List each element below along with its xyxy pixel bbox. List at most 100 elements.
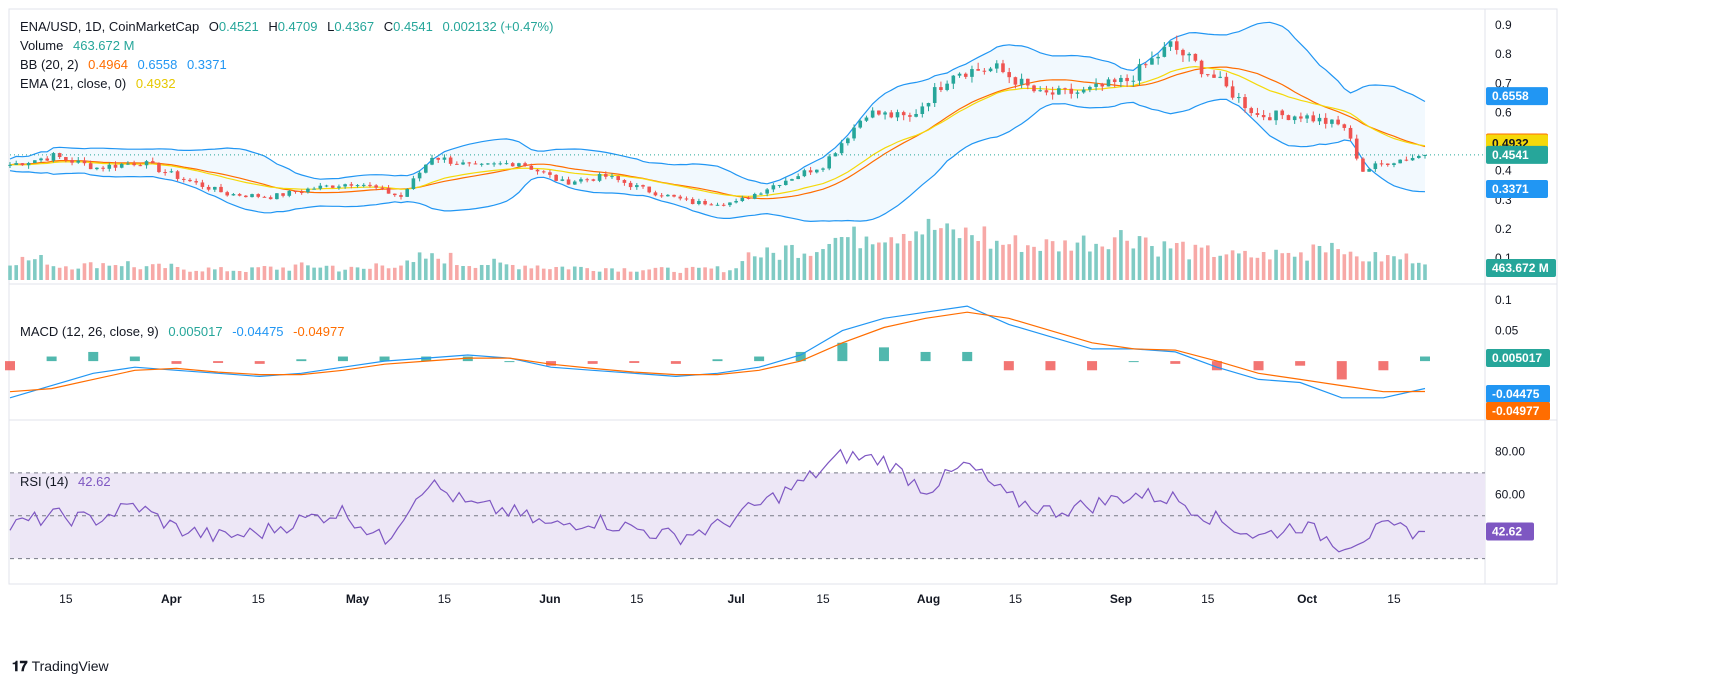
- candle-body: [976, 69, 980, 71]
- candle-body: [1162, 46, 1167, 57]
- volume-bar: [1205, 245, 1210, 280]
- volume-bar: [771, 252, 776, 280]
- volume-bar: [697, 267, 701, 280]
- volume-bar: [889, 237, 894, 280]
- rsi-legend[interactable]: RSI (14) 42.62: [20, 472, 117, 491]
- candle-body: [368, 184, 372, 186]
- candle-body: [666, 194, 670, 197]
- candle-body: [1193, 53, 1198, 61]
- candle-body: [181, 178, 186, 180]
- candle-body: [703, 200, 707, 205]
- volume-bar: [492, 258, 496, 280]
- volume-bar: [368, 268, 372, 280]
- volume-bar: [436, 258, 441, 280]
- macd-histogram-bar: [1211, 361, 1222, 371]
- volume-bar: [1063, 240, 1067, 280]
- candle-body: [1268, 117, 1272, 121]
- candle-body: [597, 174, 602, 181]
- volume-bar: [337, 271, 341, 280]
- candle-body: [839, 143, 844, 154]
- x-axis-tick: Oct: [1297, 592, 1317, 606]
- tradingview-logo[interactable]: 𝟏𝟕 TradingView: [12, 658, 109, 675]
- macd-legend[interactable]: MACD (12, 26, close, 9) 0.005017 -0.0447…: [20, 322, 350, 341]
- volume-bar: [194, 270, 198, 280]
- macd-hist-value: 0.005017: [168, 324, 223, 339]
- volume-bar: [597, 271, 602, 280]
- volume-bar: [827, 243, 832, 280]
- candle-body: [1106, 79, 1111, 87]
- x-axis-tick: 15: [438, 592, 452, 606]
- volume-bar: [821, 249, 825, 280]
- volume-bar: [566, 269, 571, 280]
- candle-body: [870, 110, 875, 118]
- bb-lower-line: [9, 98, 1426, 223]
- volume-bar: [1162, 241, 1167, 280]
- candle-body: [1299, 116, 1303, 119]
- ema-legend[interactable]: EMA (21, close, 0) 0.4932: [20, 74, 182, 93]
- macd-histogram-bar: [1128, 361, 1139, 363]
- volume-bar: [355, 267, 360, 280]
- candle-body: [448, 157, 453, 164]
- candle-body: [231, 194, 236, 196]
- candle-body: [858, 120, 863, 128]
- volume-bar: [262, 266, 267, 280]
- ema-line: [9, 65, 1426, 197]
- x-axis-tick: 15: [1009, 592, 1023, 606]
- candle-body: [1205, 74, 1210, 76]
- candle-body: [250, 194, 254, 198]
- candle-body: [349, 184, 354, 186]
- candle-body: [33, 160, 37, 163]
- candle-body: [1013, 77, 1018, 85]
- volume-bar: [1385, 255, 1390, 280]
- volume-bar: [523, 265, 527, 280]
- volume-bar: [1174, 243, 1179, 280]
- candle-body: [287, 190, 292, 196]
- x-axis-tick: May: [346, 592, 370, 606]
- volume-bar: [1392, 256, 1396, 280]
- candle-body: [554, 174, 558, 181]
- candle-body: [1261, 115, 1266, 118]
- candle-body: [1423, 154, 1427, 156]
- candle-body: [312, 188, 316, 190]
- volume-bar: [299, 262, 304, 280]
- volume-bar: [740, 261, 745, 280]
- candle-body: [628, 182, 633, 188]
- volume-bar: [1181, 241, 1185, 280]
- candle-body: [541, 171, 546, 173]
- volume-bar: [1106, 249, 1111, 280]
- candle-body: [386, 187, 391, 194]
- candle-body: [1361, 158, 1365, 172]
- candle-body: [709, 204, 714, 206]
- candle-body: [82, 160, 87, 164]
- volume-bar: [585, 268, 589, 280]
- volume-bar: [1119, 230, 1123, 280]
- bb-fill: [10, 22, 1425, 222]
- high-label: H: [268, 19, 278, 34]
- candle-body: [126, 163, 130, 165]
- macd-line: [9, 305, 1426, 399]
- macd-histogram-bar: [1003, 361, 1014, 371]
- volume-legend[interactable]: Volume 463.672 M: [20, 36, 140, 55]
- volume-bar: [963, 227, 968, 280]
- candle-body: [244, 195, 248, 198]
- volume-bar: [1125, 240, 1129, 280]
- volume-bar: [256, 267, 261, 280]
- volume-bar: [666, 267, 670, 280]
- volume-bar: [852, 226, 856, 280]
- volume-bar: [994, 240, 999, 280]
- volume-bar: [517, 269, 521, 280]
- candle-body: [1404, 159, 1409, 161]
- macd-axis-tick: 0.1: [1495, 293, 1512, 307]
- volume-bar: [641, 270, 645, 280]
- symbol-title: ENA/USD, 1D, CoinMarketCap: [20, 19, 200, 34]
- candle-body: [1026, 78, 1030, 86]
- volume-bar: [1342, 254, 1347, 280]
- candle-body: [1224, 76, 1229, 87]
- bb-legend[interactable]: BB (20, 2) 0.4964 0.6558 0.3371: [20, 55, 233, 74]
- candle-body: [802, 170, 807, 177]
- candle-body: [877, 110, 881, 115]
- candle-body: [64, 157, 68, 161]
- candle-body: [790, 179, 794, 181]
- macd-histogram-bar: [546, 361, 557, 366]
